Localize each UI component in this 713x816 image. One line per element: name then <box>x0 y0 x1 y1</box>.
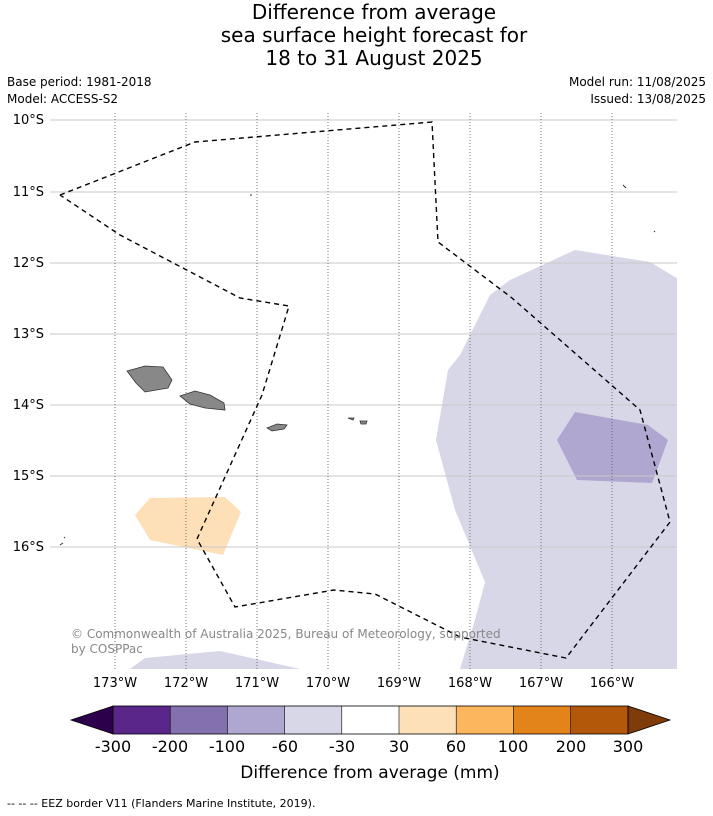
colorbar-tick-label: 200 <box>556 737 587 756</box>
colorbar-tick-label: 300 <box>613 737 644 756</box>
copyright-notice: © Commonwealth of Australia 2025, Bureau… <box>71 627 501 657</box>
negative-anomaly-region-south <box>130 651 300 669</box>
colorbar-segment-9 <box>570 706 628 734</box>
colorbar-tick-label: 100 <box>498 737 529 756</box>
longitude-labels: 173°W 172°W 171°W 170°W 169°W 168°W 167°… <box>93 676 634 691</box>
base-period: Base period: 1981-2018 <box>7 75 152 89</box>
colorbar-under-triangle <box>69 705 114 735</box>
positive-anomaly-region <box>135 497 241 555</box>
colorbar-segment-4 <box>284 706 342 734</box>
colorbar-tick-label: -300 <box>95 737 131 756</box>
lat-label-16s: 16°S <box>13 540 44 555</box>
lon-label-172w: 172°W <box>164 676 208 691</box>
colorbar-segment-3 <box>227 706 285 734</box>
negative-anomaly-region <box>436 250 677 669</box>
lat-label-14s: 14°S <box>13 398 44 413</box>
colorbar-over-triangle <box>627 705 672 735</box>
colorbar-tick-label: -30 <box>329 737 355 756</box>
model-name: Model: ACCESS-S2 <box>7 92 119 106</box>
latitude-gridlines <box>50 119 677 548</box>
lat-label-13s: 13°S <box>13 327 44 342</box>
upolu-island <box>179 390 226 411</box>
colorbar: -300 -200 -100 -60 -30 30 60 100 200 300… <box>69 705 672 783</box>
lon-label-169w: 169°W <box>377 676 421 691</box>
savaii-island <box>126 365 173 393</box>
title-line-2: sea surface height forecast for <box>220 23 528 47</box>
colorbar-tick-label: 30 <box>389 737 409 756</box>
lat-label-12s: 12°S <box>13 256 44 271</box>
manua-islands <box>347 417 368 425</box>
colorbar-title: Difference from average (mm) <box>240 763 499 783</box>
model-run: Model run: 11/08/2025 <box>568 75 706 89</box>
eez-legend-note: -- -- -- EEZ border V11 (Flanders Marine… <box>7 797 316 810</box>
title-line-3: 18 to 31 August 2025 <box>265 46 483 70</box>
colorbar-tick-label: -60 <box>272 737 298 756</box>
lat-label-10s: 10°S <box>13 113 44 128</box>
lon-label-166w: 166°W <box>590 676 634 691</box>
issued-date: Issued: 13/08/2025 <box>590 92 706 106</box>
lon-label-173w: 173°W <box>93 676 137 691</box>
colorbar-segment-5 <box>341 706 399 734</box>
lat-label-15s: 15°S <box>13 469 44 484</box>
tutuila-island <box>266 423 288 432</box>
lon-label-170w: 170°W <box>306 676 350 691</box>
small-islets <box>59 184 656 546</box>
colorbar-tick-label: -100 <box>209 737 245 756</box>
map-area <box>50 113 677 669</box>
latitude-labels: 10°S 11°S 12°S 13°S 14°S 15°S 16°S <box>13 113 44 555</box>
colorbar-segment-7 <box>456 706 514 734</box>
colorbar-segment-6 <box>399 706 457 734</box>
colorbar-segment-8 <box>513 706 571 734</box>
medium-negative-anomaly-region <box>557 412 668 483</box>
title-line-1: Difference from average <box>251 0 497 24</box>
meta-left: Base period: 1981-2018 Model: ACCESS-S2 <box>7 74 152 108</box>
lon-label-167w: 167°W <box>519 676 563 691</box>
lon-label-171w: 171°W <box>235 676 279 691</box>
colorbar-segment-1 <box>113 706 171 734</box>
meta-right: Model run: 11/08/2025 Issued: 13/08/2025 <box>569 74 706 108</box>
copyright-line-2: by COSPPac <box>71 642 143 656</box>
eez-border-samoa <box>59 121 671 659</box>
map-title: Difference from average sea surface heig… <box>0 1 713 70</box>
copyright-line-1: © Commonwealth of Australia 2025, Bureau… <box>71 627 501 641</box>
colorbar-segment-2 <box>170 706 228 734</box>
colorbar-tick-label: -200 <box>152 737 188 756</box>
lat-label-11s: 11°S <box>13 185 44 200</box>
lon-label-168w: 168°W <box>448 676 492 691</box>
colorbar-tick-label: 60 <box>446 737 466 756</box>
